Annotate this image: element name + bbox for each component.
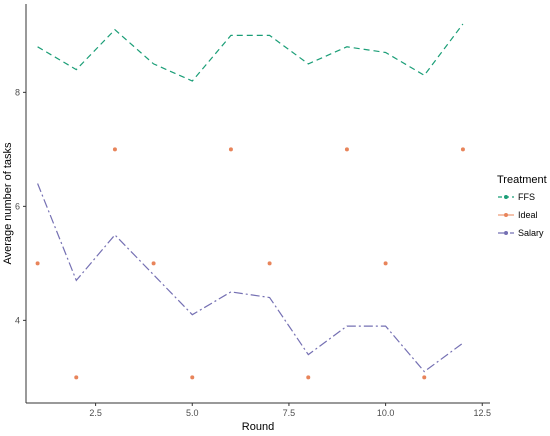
legend: Treatment FFS Ideal Salary [497,174,547,238]
ideal-point [460,147,465,152]
x-tick-label: 10.0 [377,408,395,418]
ideal-point [74,375,79,380]
x-axis-title: Round [242,421,274,433]
ideal-point [112,147,117,152]
x-tick-label: 5.0 [186,408,199,418]
ideal-point [306,375,311,380]
legend-label-ffs: FFS [518,192,535,202]
ideal-point [35,261,40,266]
legend-title: Treatment [497,174,547,186]
ideal-point [383,261,388,266]
ideal-point [422,375,427,380]
y-axis: 4 6 8 [15,4,27,403]
ideal-point [190,375,195,380]
ideal-point [228,147,233,152]
x-tick-label: 2.5 [89,408,102,418]
y-tick-label: 8 [15,87,20,97]
x-tick-label: 12.5 [474,408,492,418]
legend-label-salary: Salary [518,228,544,238]
plot-area [35,23,465,380]
ideal-point [151,261,156,266]
salary-series-line [37,183,464,373]
y-axis-title: Average number of tasks [2,142,14,265]
ideal-point [267,261,272,266]
legend-key-point-ffs [504,195,508,199]
x-tick-label: 7.5 [283,408,296,418]
y-tick-label: 4 [15,315,20,325]
ffs-series-line [37,23,464,82]
legend-key-point-salary [504,231,508,235]
x-axis: 2.5 5.0 7.5 10.0 12.5 [26,402,492,418]
legend-label-ideal: Ideal [518,210,538,220]
ideal-point [344,147,349,152]
legend-key-point-ideal [504,213,508,217]
y-tick-label: 6 [15,201,20,211]
